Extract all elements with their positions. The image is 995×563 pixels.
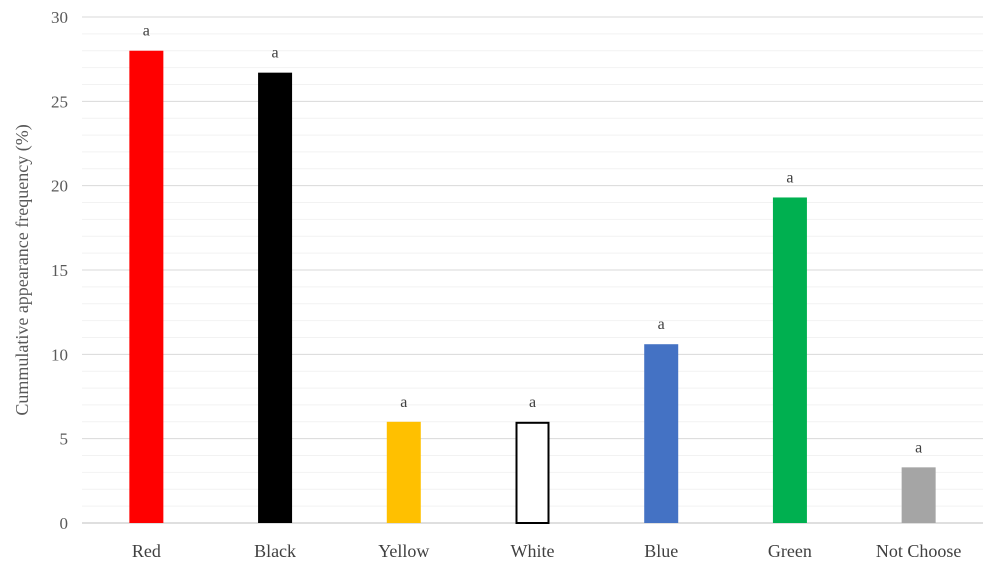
x-tick-label: Black (254, 541, 296, 561)
data-label: a (658, 316, 665, 333)
data-label: a (272, 45, 279, 62)
y-tick-label: 15 (51, 261, 68, 280)
y-tick-label: 25 (51, 92, 68, 111)
y-axis-title: Cummulative appearance frequency (%) (12, 124, 33, 415)
x-tick-label: Red (132, 541, 161, 561)
bars (129, 50, 936, 524)
y-tick-label: 5 (60, 430, 69, 449)
data-label: a (915, 439, 922, 456)
data-label: a (786, 169, 793, 186)
bar-blue (644, 344, 679, 523)
bar-not-choose (901, 467, 936, 523)
bar-yellow (386, 421, 421, 523)
y-axis: 0 5 10 15 20 25 30 (51, 8, 68, 533)
x-tick-label: White (511, 541, 555, 561)
y-tick-label: 20 (51, 177, 68, 196)
data-label: a (143, 23, 150, 40)
bar-black (258, 72, 293, 523)
bar-red (129, 50, 164, 523)
x-tick-label: Not Choose (876, 541, 962, 561)
x-axis: Red Black Yellow White Blue Green Not Choose (132, 541, 962, 561)
x-tick-label: Blue (644, 541, 678, 561)
y-tick-label: 0 (60, 514, 69, 533)
x-tick-label: Yellow (378, 541, 429, 561)
data-label: a (529, 394, 536, 411)
bar-green (772, 197, 807, 523)
y-tick-label: 10 (51, 345, 68, 364)
bar-white (515, 421, 550, 524)
x-tick-label: Green (768, 541, 812, 561)
y-tick-label: 30 (51, 8, 68, 27)
data-labels: a a a a a a a (143, 23, 922, 457)
data-label: a (400, 394, 407, 411)
